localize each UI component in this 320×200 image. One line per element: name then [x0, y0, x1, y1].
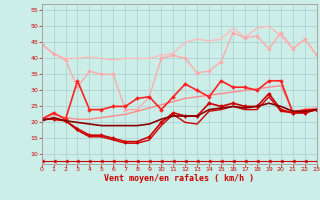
X-axis label: Vent moyen/en rafales ( km/h ): Vent moyen/en rafales ( km/h ) — [104, 174, 254, 183]
